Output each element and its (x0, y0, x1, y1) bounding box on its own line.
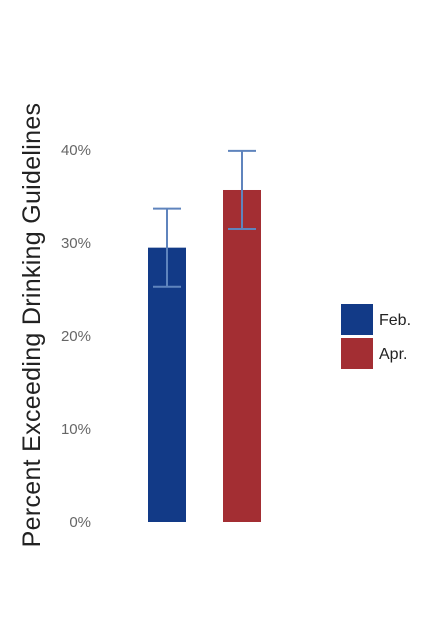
error-bar-apr (228, 149, 256, 231)
y-tick-label: 40% (61, 142, 91, 159)
y-axis-title: Percent Exceeding Drinking Guidelines (18, 103, 46, 548)
bar-feb (148, 247, 186, 522)
y-tick-label: 20% (61, 328, 91, 345)
y-tick-label: 10% (61, 421, 91, 438)
legend-swatch (341, 338, 373, 369)
legend-label: Apr. (379, 346, 407, 363)
y-tick-label: 30% (61, 235, 91, 252)
y-axis-ticks: 0% 10% 20% 30% 40% (61, 142, 91, 531)
error-bar-feb (153, 207, 181, 288)
bars (148, 189, 261, 523)
y-tick-label: 0% (69, 514, 91, 531)
legend-label: Feb. (379, 312, 411, 329)
legend-swatch (341, 304, 373, 335)
error-bars (153, 149, 256, 288)
legend: Feb. Apr. (341, 304, 411, 369)
bar-apr (223, 189, 261, 523)
